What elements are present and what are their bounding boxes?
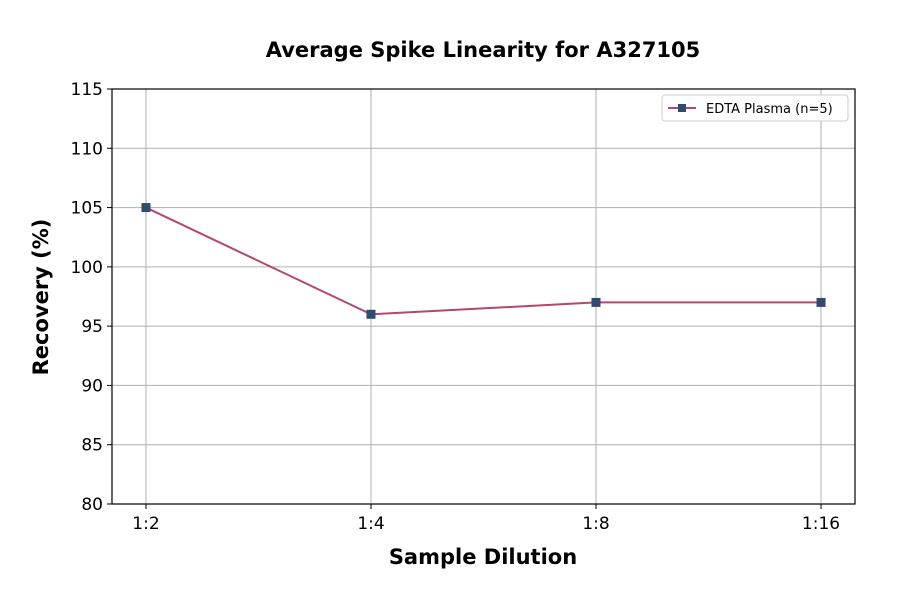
x-tick-label: 1:4 bbox=[357, 514, 384, 534]
data-point-marker bbox=[141, 203, 151, 213]
data-point-marker bbox=[366, 309, 376, 319]
x-axis-label: Sample Dilution bbox=[389, 545, 577, 569]
data-point-marker bbox=[591, 297, 601, 307]
y-tick-label: 80 bbox=[81, 495, 103, 515]
series-line bbox=[145, 206, 822, 316]
x-tick-label: 1:16 bbox=[802, 514, 840, 534]
y-axis-label: Recovery (%) bbox=[29, 219, 53, 376]
legend-marker bbox=[678, 104, 686, 112]
chart-title: Average Spike Linearity for A327105 bbox=[266, 38, 701, 62]
x-tick-label: 1:2 bbox=[132, 514, 159, 534]
legend: EDTA Plasma (n=5) bbox=[661, 94, 849, 122]
y-tick-label: 85 bbox=[81, 436, 103, 456]
y-tick-label: 100 bbox=[71, 258, 103, 278]
y-tick-label: 95 bbox=[81, 317, 103, 337]
y-tick-label: 90 bbox=[81, 376, 103, 396]
legend-box bbox=[661, 94, 849, 122]
legend-label: EDTA Plasma (n=5) bbox=[706, 102, 833, 117]
y-axis: 80 85 90 95 100 105 110 115 bbox=[71, 80, 112, 515]
x-tick-label: 1:8 bbox=[582, 514, 609, 534]
grid bbox=[112, 88, 855, 505]
y-tick-label: 105 bbox=[71, 199, 103, 219]
y-tick-label: 110 bbox=[71, 139, 103, 159]
plot-frame bbox=[111, 88, 856, 505]
data-point-marker bbox=[816, 297, 826, 307]
series-layer bbox=[141, 203, 826, 319]
y-tick-label: 115 bbox=[71, 80, 103, 100]
x-axis: 1:2 1:4 1:8 1:16 bbox=[132, 504, 840, 534]
